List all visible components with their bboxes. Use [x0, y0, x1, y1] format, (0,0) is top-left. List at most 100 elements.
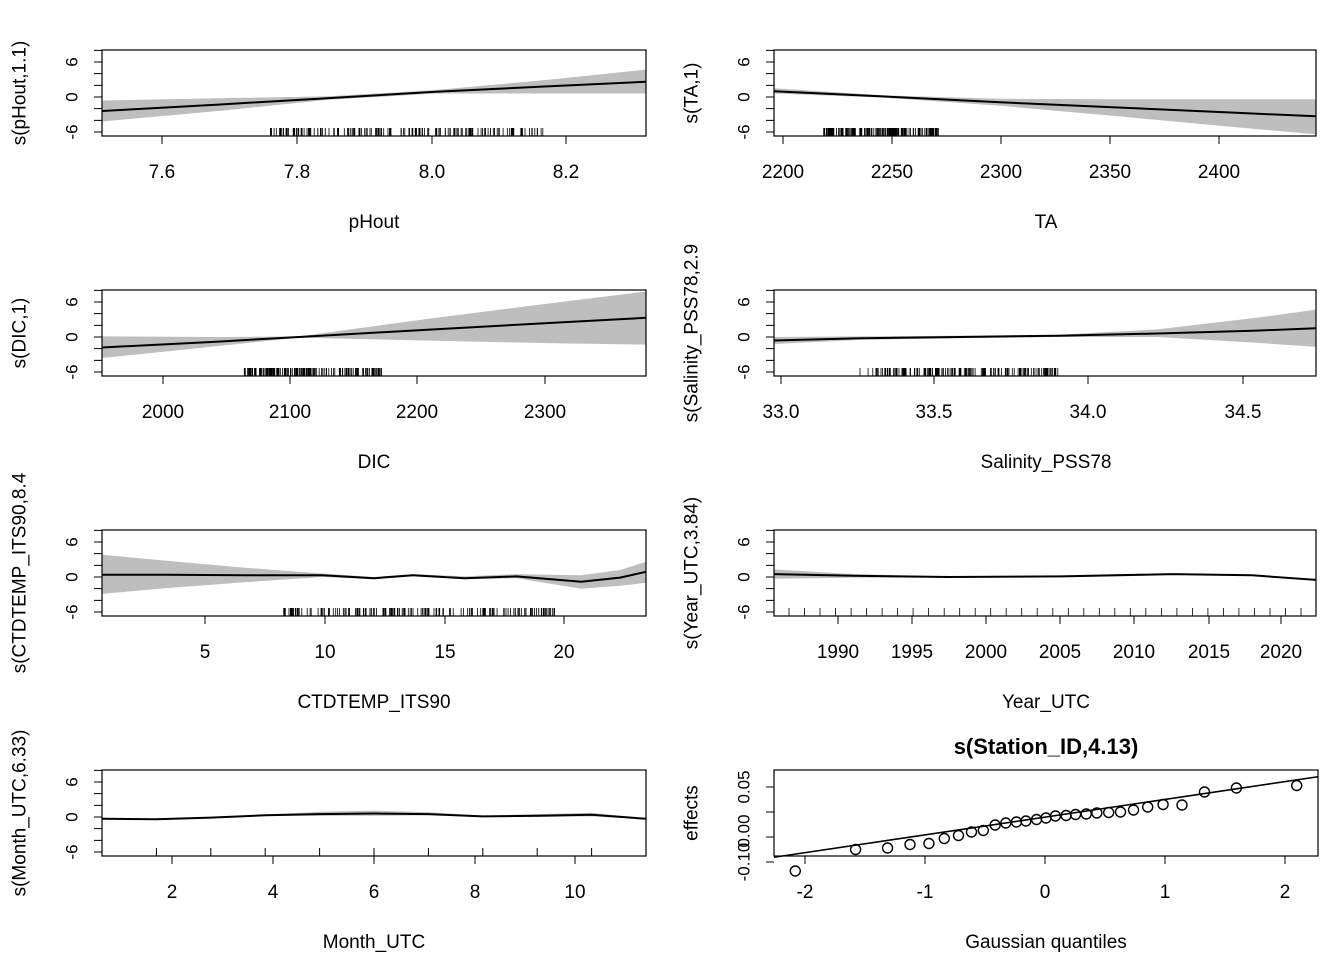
confidence-band — [774, 309, 1316, 347]
rug-ticks — [243, 368, 382, 376]
qq-point — [977, 824, 990, 837]
y-axis-title: effects — [682, 785, 703, 841]
x-tick-label: 2400 — [1198, 162, 1240, 183]
panel-5 — [94, 529, 647, 624]
x-tick-label: 2350 — [1089, 162, 1131, 183]
y-tick-label: 0 — [735, 92, 754, 101]
qq-point — [1114, 806, 1127, 818]
x-tick-label: 2300 — [980, 162, 1022, 183]
y-axis-title: s(pHout,1.1) — [10, 41, 31, 146]
x-tick-label: 1990 — [817, 642, 859, 663]
plot-frame — [101, 289, 647, 377]
x-tick-label: 1 — [1160, 882, 1171, 903]
y-tick-label: -6 — [735, 364, 754, 379]
x-tick-label: 6 — [369, 882, 380, 903]
confidence-band — [102, 291, 646, 358]
x-axis-ticks — [162, 376, 546, 384]
y-axis-ticks — [94, 289, 102, 373]
y-tick-label: 6 — [63, 777, 82, 786]
panel-6 — [766, 529, 1317, 624]
y-tick-label: 0 — [63, 812, 82, 821]
panel-title: s(Station_ID,4.13) — [954, 734, 1139, 759]
qq-point — [1230, 782, 1243, 794]
x-axis-title: Gaussian quantiles — [965, 932, 1127, 953]
y-axis-title: s(TA,1) — [682, 63, 703, 124]
y-axis-ticks — [94, 529, 102, 613]
qq-point — [938, 832, 950, 845]
qq-point — [1198, 786, 1211, 798]
rug-ticks — [283, 608, 555, 616]
y-axis-ticks — [766, 786, 774, 863]
x-tick-label: 2000 — [965, 642, 1007, 663]
x-axis-ticks — [161, 136, 567, 144]
qq-point — [1060, 809, 1072, 822]
x-axis-title: DIC — [358, 452, 391, 473]
smooth-fit-line — [101, 316, 647, 349]
qq-point — [1000, 817, 1012, 829]
y-tick-label: 0 — [735, 572, 754, 581]
x-tick-label: 2005 — [1039, 642, 1081, 663]
smooth-fit-line — [773, 573, 1317, 581]
y-tick-label: 0 — [735, 332, 754, 341]
qq-point — [965, 826, 978, 838]
x-tick-label: -2 — [797, 882, 814, 903]
x-axis-ticks — [204, 616, 565, 624]
plot-frame — [773, 529, 1317, 617]
panel-4 — [766, 289, 1317, 384]
qq-point — [989, 819, 1001, 831]
qq-point — [1157, 798, 1169, 811]
x-tick-label: 1995 — [891, 642, 933, 663]
x-axis-ticks — [171, 856, 576, 864]
y-tick-label: 6 — [735, 57, 754, 66]
y-axis-title: s(DIC,1) — [10, 298, 31, 369]
x-tick-label: 0 — [1040, 882, 1051, 903]
x-tick-label: 5 — [200, 642, 211, 663]
x-tick-label: 8 — [470, 882, 481, 903]
x-tick-label: 34.5 — [1225, 402, 1262, 423]
y-axis-ticks — [766, 529, 774, 613]
qq-point — [1080, 808, 1092, 820]
y-tick-label: -6 — [735, 124, 754, 139]
x-tick-label: 2010 — [1113, 642, 1155, 663]
x-tick-label: 15 — [434, 642, 455, 663]
x-tick-label: 2000 — [142, 402, 184, 423]
plot-frame — [101, 49, 647, 137]
y-axis-title: s(Year_UTC,3.84) — [682, 497, 703, 649]
y-tick-label: -0.10 — [735, 843, 754, 882]
x-tick-label: 7.8 — [284, 162, 310, 183]
x-axis-ticks — [804, 856, 1286, 864]
x-axis-ticks — [837, 616, 1282, 624]
panel-8 — [766, 769, 1319, 877]
qq-point — [904, 838, 916, 851]
qq-point — [789, 865, 801, 877]
qq-reference-line — [773, 775, 1319, 859]
qq-point — [849, 843, 862, 856]
y-tick-label: 6 — [63, 57, 82, 66]
x-axis-ticks — [782, 136, 1220, 144]
smooth-fit-line — [101, 812, 647, 821]
y-tick-label: 0.00 — [735, 814, 754, 847]
confidence-band — [102, 810, 646, 820]
x-tick-label: 7.6 — [149, 162, 175, 183]
y-axis-title: s(Month_UTC,6.33) — [10, 730, 31, 897]
rug-ticks — [101, 848, 647, 856]
y-axis-ticks — [766, 49, 774, 133]
qq-point — [1091, 807, 1103, 819]
x-tick-label: 10 — [314, 642, 335, 663]
x-tick-label: 33.5 — [916, 402, 953, 423]
x-tick-label: 34.0 — [1070, 402, 1107, 423]
y-axis-title: s(CTDTEMP_ITS90,8.4 — [10, 472, 31, 673]
y-tick-label: -6 — [63, 124, 82, 139]
x-tick-label: 2 — [1280, 882, 1291, 903]
x-axis-title: pHout — [349, 212, 400, 233]
qq-point — [1142, 801, 1154, 813]
panel-2 — [766, 49, 1317, 144]
y-tick-label: 6 — [735, 537, 754, 546]
y-tick-label: 0 — [63, 92, 82, 101]
panel-3 — [94, 289, 647, 384]
x-tick-label: 2300 — [524, 402, 566, 423]
x-tick-label: 2015 — [1188, 642, 1230, 663]
qq-point — [1020, 815, 1032, 827]
y-tick-label: 0 — [63, 332, 82, 341]
x-axis-ticks — [780, 376, 1244, 384]
